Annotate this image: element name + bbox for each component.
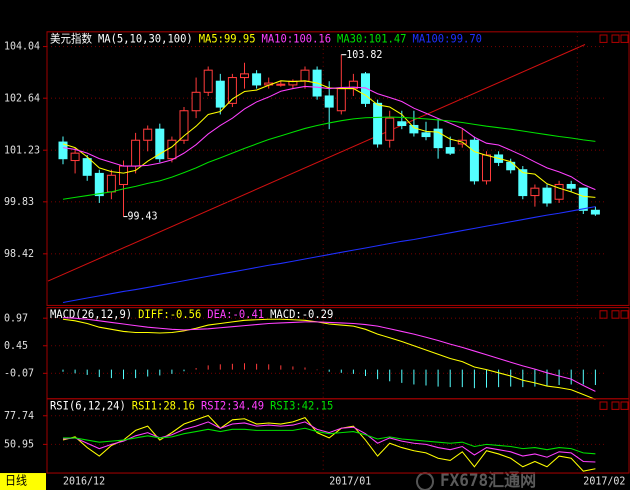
candle-body (119, 165, 128, 186)
panel-button[interactable] (611, 310, 620, 319)
panel-button[interactable] (620, 34, 629, 43)
y-tick-label: 99.83 (4, 196, 34, 208)
y-tick-label: 98.42 (4, 248, 34, 260)
candle-body (566, 183, 576, 189)
ma-line (62, 85, 596, 191)
candle-body (530, 187, 540, 197)
candle-body (578, 187, 588, 211)
candle-body (433, 128, 443, 149)
indicator-line (62, 421, 596, 463)
candle-body (143, 128, 153, 141)
indicator-label: MA(5,10,30,100) (98, 32, 193, 45)
indicator-line (63, 427, 596, 455)
candle-body (373, 102, 383, 145)
candle-body (361, 73, 370, 104)
candle-body (240, 73, 249, 79)
candle-body (252, 73, 262, 86)
legend-entry: DIFF:-0.56 (138, 308, 201, 321)
y-tick-label: 102.64 (4, 92, 40, 104)
candle-body (506, 161, 516, 171)
legend-entry: MA10:100.16 (262, 32, 331, 45)
candle-body (518, 169, 528, 197)
candle-body (58, 141, 68, 160)
legend-entry: DEA:-0.41 (207, 308, 264, 321)
candle-body (554, 183, 564, 200)
trend-line (47, 44, 586, 282)
ma-line (62, 206, 596, 304)
legend-entry: RSI1:28.16 (132, 399, 195, 412)
x-tick-label: 2016/12 (63, 475, 105, 487)
candle-body (324, 95, 334, 108)
candle-body (179, 110, 189, 141)
candle-body (203, 69, 213, 93)
annotation: 99.43 (127, 210, 157, 222)
candle-body (215, 80, 225, 108)
panel-frame (46, 398, 630, 474)
legend-entry: MA5:99.95 (199, 32, 256, 45)
ma-line (62, 116, 596, 200)
y-tick-label: 77.74 (4, 410, 34, 422)
candle-body (155, 128, 165, 160)
ma-line (62, 80, 596, 198)
panel-button[interactable] (611, 34, 620, 43)
indicator-line (62, 414, 596, 472)
panel-title: MACD(26,12,9) (50, 308, 132, 321)
candle-body (542, 187, 552, 204)
candle-body (94, 172, 104, 197)
candle-body (445, 147, 455, 154)
y-tick-label: 0.45 (4, 340, 28, 352)
panel-button[interactable] (611, 401, 620, 410)
candle-body (336, 88, 346, 112)
y-tick-label: -0.07 (4, 367, 34, 379)
panel-button[interactable] (599, 34, 608, 43)
legend-entry: MACD:-0.29 (270, 308, 333, 321)
candle-body (421, 132, 431, 138)
watermark: FX678汇通网 (440, 471, 536, 490)
candle-body (482, 154, 491, 182)
y-tick-label: 50.95 (4, 438, 34, 450)
x-tick-label: 2017/01 (329, 475, 371, 487)
candle-body (397, 121, 407, 127)
candle-body (191, 91, 201, 112)
legend-entry: MA30:101.47 (337, 32, 406, 45)
candle-body (106, 174, 116, 193)
y-tick-label: 101.23 (4, 144, 40, 156)
candle-body (82, 158, 92, 176)
candle-body (276, 83, 286, 86)
y-tick-label: 104.04 (4, 40, 40, 52)
candle-body (469, 139, 479, 182)
y-tick-label: 0.97 (4, 312, 28, 324)
candle-body (590, 209, 600, 215)
macd-line (62, 318, 596, 400)
candle-body (227, 77, 237, 104)
period-box[interactable] (0, 473, 46, 490)
panel-frame (46, 31, 630, 306)
candle-body (385, 117, 395, 141)
legend-entry: MA100:99.70 (413, 32, 482, 45)
x-tick-label: 2017/02 (583, 475, 625, 487)
panel-button[interactable] (620, 310, 629, 319)
legend-entry: RSI2:34.49 (201, 399, 264, 412)
annotation: 103.82 (346, 49, 382, 61)
candle-body (409, 124, 419, 134)
legend-entry: RSI3:42.15 (270, 399, 333, 412)
panel-button[interactable] (620, 401, 629, 410)
candle-body (70, 152, 80, 162)
candle-body (131, 139, 141, 167)
candle-body (300, 69, 310, 82)
panel-title: RSI(6,12,24) (50, 399, 126, 412)
panel-title: 美元指数 (50, 31, 92, 45)
panel-button[interactable] (599, 401, 608, 410)
period-label[interactable]: 日线 (5, 473, 27, 487)
candle-body (167, 139, 177, 160)
macd-line (62, 317, 596, 392)
